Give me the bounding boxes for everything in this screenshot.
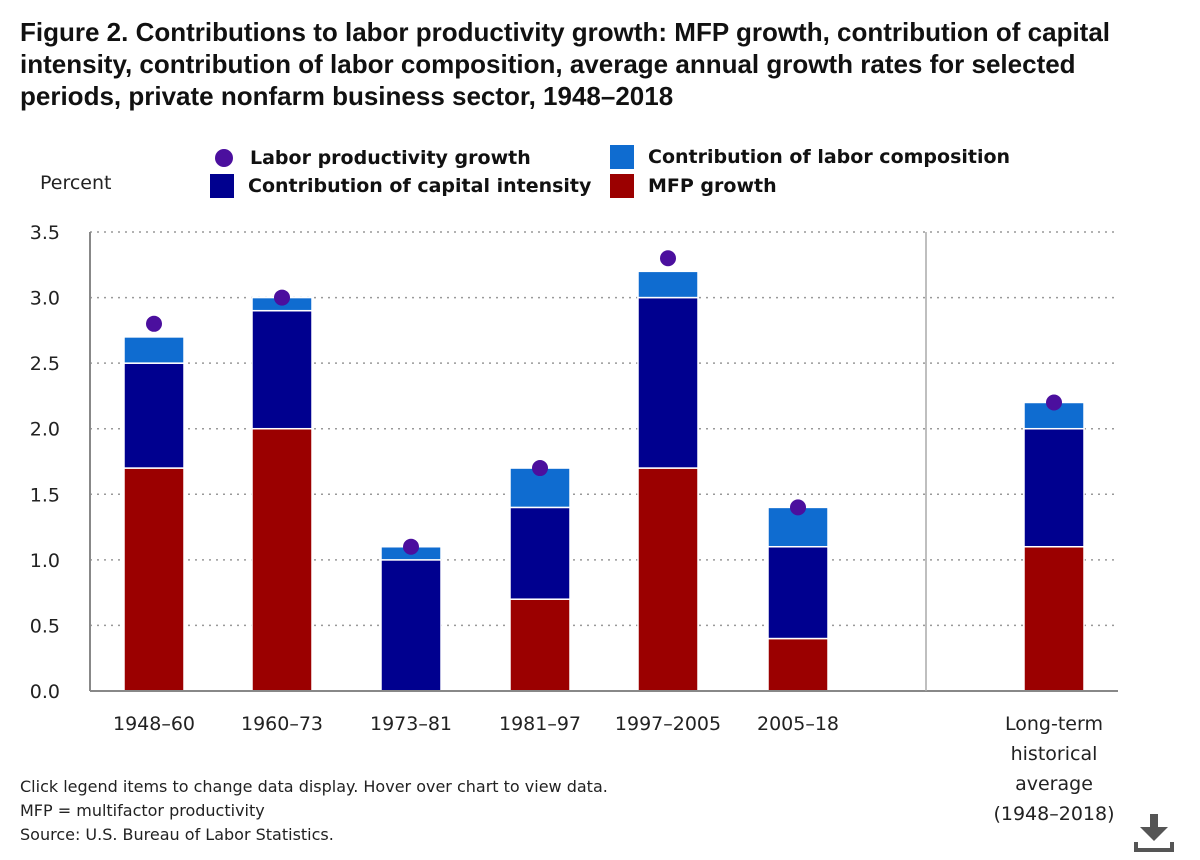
- data-point[interactable]: [274, 289, 290, 306]
- legend-item-mfp-growth[interactable]: MFP growth: [610, 174, 777, 198]
- bar-segment[interactable]: [380, 559, 442, 692]
- legend-item-labor-composition[interactable]: Contribution of labor composition: [610, 145, 1010, 169]
- bar-segment[interactable]: [637, 270, 699, 299]
- data-point[interactable]: [532, 460, 548, 477]
- download-icon[interactable]: [1132, 812, 1176, 854]
- x-tick-label: 2005–18: [757, 713, 839, 735]
- y-tick-label: 0.5: [30, 615, 60, 637]
- bar-segment[interactable]: [1023, 545, 1085, 692]
- bar-segment[interactable]: [637, 296, 699, 469]
- bar-segment[interactable]: [767, 637, 829, 692]
- legend-item-labor-productivity[interactable]: Labor productivity growth: [212, 147, 531, 169]
- bar-segment[interactable]: [509, 598, 571, 692]
- bar-segment[interactable]: [767, 545, 829, 640]
- bar-segment[interactable]: [123, 336, 185, 364]
- y-tick-label: 2.5: [30, 353, 60, 375]
- x-tick-label: 1973–81: [370, 713, 452, 735]
- y-axis-label: Percent: [40, 172, 112, 194]
- y-tick-label: 0.0: [30, 681, 60, 703]
- data-point[interactable]: [1046, 394, 1062, 411]
- bar-segment[interactable]: [123, 362, 185, 469]
- bar-segment[interactable]: [637, 467, 699, 692]
- bar-segment[interactable]: [509, 506, 571, 600]
- footnote-source: Source: U.S. Bureau of Labor Statistics.: [20, 825, 334, 844]
- legend-label: MFP growth: [648, 175, 777, 197]
- x-tick-label: 1997–2005: [615, 713, 721, 735]
- y-tick-label: 1.0: [30, 550, 60, 572]
- legend-label: Labor productivity growth: [250, 147, 531, 169]
- data-point[interactable]: [660, 250, 676, 267]
- bar-segment[interactable]: [1023, 427, 1085, 548]
- footnote-instructions: Click legend items to change data displa…: [20, 777, 608, 796]
- data-point[interactable]: [403, 538, 419, 555]
- y-tick-label: 3.0: [30, 288, 60, 310]
- bar-segment[interactable]: [251, 309, 313, 430]
- data-point[interactable]: [790, 499, 806, 516]
- bar-segment[interactable]: [251, 427, 313, 692]
- x-tick-label: 1960–73: [241, 713, 323, 735]
- legend-dot-icon: [215, 149, 233, 167]
- legend-swatch-icon: [210, 174, 234, 198]
- legend-swatch-icon: [610, 145, 634, 169]
- data-point[interactable]: [146, 315, 162, 332]
- x-tick-label: Long-term historical average (1948–2018): [993, 713, 1114, 825]
- x-tick-label: 1948–60: [113, 713, 195, 735]
- legend-item-capital-intensity[interactable]: Contribution of capital intensity: [210, 174, 591, 198]
- legend-label: Contribution of labor composition: [648, 146, 1011, 168]
- y-tick-label: 1.5: [30, 484, 60, 506]
- x-tick-label: 1981–97: [499, 713, 581, 735]
- y-tick-label: 2.0: [30, 419, 60, 441]
- chart-title: Figure 2. Contributions to labor product…: [20, 17, 1111, 111]
- legend-swatch-icon: [610, 174, 634, 198]
- footnote-mfp-definition: MFP = multifactor productivity: [20, 801, 265, 820]
- bar-segment[interactable]: [123, 467, 185, 692]
- legend-label: Contribution of capital intensity: [248, 175, 592, 197]
- y-tick-label: 3.5: [30, 222, 60, 244]
